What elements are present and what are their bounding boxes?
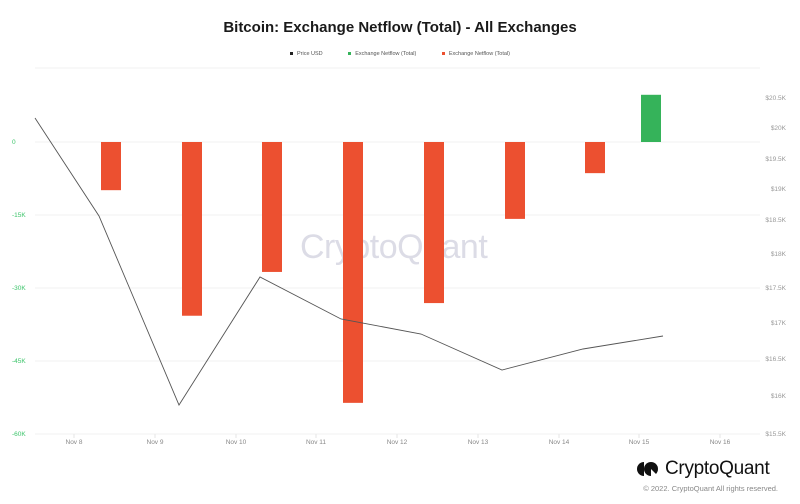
chart-legend: Price USD Exchange Netflow (Total) Excha… — [0, 51, 800, 57]
y-left-tick-label: -45K — [12, 358, 26, 365]
legend-item-price[interactable]: Price USD — [289, 51, 323, 57]
legend-marker-red-icon — [441, 52, 445, 56]
y-right-tick-label: $16K — [771, 393, 787, 400]
y-right-tick-label: $15.5K — [765, 431, 786, 438]
y-right-tick-label: $16.5K — [765, 356, 786, 363]
x-tick-label: Nov 11 — [306, 439, 326, 446]
y-left-tick-label: -15K — [12, 212, 26, 219]
netflow-bar — [424, 142, 444, 304]
netflow-bar — [505, 142, 525, 219]
legend-item-netflow-positive[interactable]: Exchange Netflow (Total) — [348, 51, 416, 57]
x-tick-label: Nov 9 — [147, 439, 164, 446]
chart-plot-area[interactable]: Nov 8 Nov 9 Nov 10 Nov 11 Nov 12 Nov 13 Nov 14… — [0, 0, 800, 460]
brand-logo: CryptoQuant — [637, 458, 770, 480]
y-left-tick-label: -60K — [12, 431, 26, 438]
y-right-tick-label: $18.5K — [765, 217, 786, 224]
price-line — [34, 117, 664, 406]
x-tick-label: Nov 8 — [66, 439, 83, 446]
x-tick-label: Nov 15 — [629, 439, 650, 446]
legend-marker-green-icon — [348, 52, 352, 56]
y-right-tick-label: $19K — [771, 186, 787, 193]
x-tick-label: Nov 16 — [710, 439, 731, 446]
legend-label-price: Price USD — [296, 51, 323, 57]
netflow-bars — [101, 94, 661, 403]
y-left-tick-label: -30K — [12, 285, 26, 292]
brand-name: CryptoQuant — [665, 458, 770, 479]
price-line-path — [34, 117, 664, 406]
netflow-bar — [641, 94, 661, 142]
legend-label-netflow-positive: Exchange Netflow (Total) — [355, 51, 417, 57]
y-right-tick-label: $20K — [771, 125, 787, 132]
y-right-tick-label: $20.5K — [765, 95, 786, 102]
x-tick-label: Nov 14 — [549, 439, 570, 446]
x-tick-label: Nov 10 — [226, 439, 247, 446]
netflow-bar — [182, 142, 202, 316]
y-right-tick-label: $18K — [771, 251, 787, 258]
chart-title: Bitcoin: Exchange Netflow (Total) - All … — [223, 19, 577, 36]
netflow-bar — [262, 142, 282, 272]
legend-item-netflow-negative[interactable]: Exchange Netflow (Total) — [441, 51, 510, 57]
y-right-tick-label: $17.5K — [765, 285, 786, 292]
legend-marker-price-icon — [289, 52, 293, 56]
y-axis-right: $20.5K $20K $19.5K $19K $18.5K $18K $17.5K $17K… — [765, 95, 786, 438]
netflow-bar — [585, 142, 605, 174]
x-axis: Nov 8 Nov 9 Nov 10 Nov 11 Nov 12 Nov 13 Nov 14… — [66, 434, 731, 446]
netflow-bar — [343, 142, 363, 403]
netflow-bar — [101, 142, 121, 191]
y-right-tick-label: $19.5K — [765, 156, 786, 163]
legend-label-netflow-negative: Exchange Netflow (Total) — [448, 51, 510, 57]
y-right-tick-label: $17K — [771, 320, 787, 327]
y-left-tick-label: 0 — [12, 139, 16, 146]
copyright-text: © 2022. CryptoQuant All rights reserved. — [643, 484, 778, 493]
x-tick-label: Nov 13 — [468, 439, 489, 446]
x-tick-label: Nov 12 — [387, 439, 408, 446]
y-axis-left: 0 -15K -30K -45K -60K — [12, 139, 26, 438]
cryptoquant-logo-icon — [637, 460, 659, 478]
